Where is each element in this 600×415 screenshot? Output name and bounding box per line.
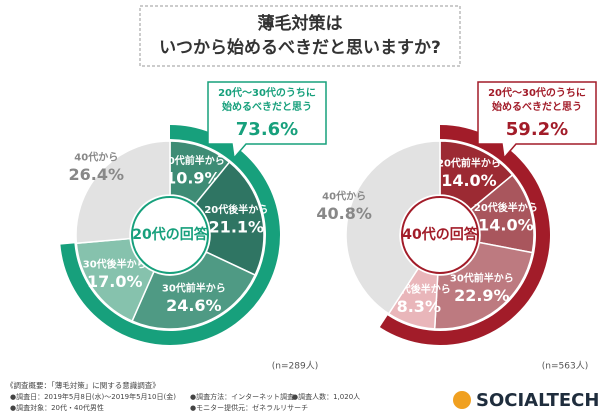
segment-label: 20代後半から bbox=[204, 203, 268, 216]
center-label: 20代の回答 bbox=[132, 226, 208, 243]
footer-heading: 《調査概要：「薄毛対策」に関する意識調査》 bbox=[6, 380, 160, 390]
segment-value: 22.9% bbox=[454, 286, 510, 305]
pie-segment bbox=[75, 140, 171, 245]
center-label: 40代の回答 bbox=[402, 226, 478, 243]
segment-value: 40.8% bbox=[316, 204, 372, 223]
segment-value: 21.1% bbox=[209, 217, 265, 236]
callout-value: 73.6% bbox=[236, 119, 298, 140]
sample-note: (n=289人) bbox=[272, 361, 318, 372]
callout-text: 始めるべきだと思う bbox=[222, 100, 312, 113]
segment-label: 40代から bbox=[322, 189, 366, 202]
footer-item: ●調査日：2019年5月8日(水)～2019年5月10日(金) bbox=[10, 392, 176, 401]
pie-segment bbox=[131, 251, 257, 330]
segment-label: 30代前半から bbox=[162, 282, 226, 295]
callout-text: 20代〜30代のうちに bbox=[218, 86, 316, 99]
segment-label: 20代前半から bbox=[437, 156, 501, 169]
callout-text: 始めるべきだと思う bbox=[492, 100, 582, 113]
segment-label: 40代から bbox=[74, 150, 118, 163]
callout-box bbox=[207, 81, 327, 160]
footer-item: ●調査対象：20代・40代男性 bbox=[10, 403, 104, 412]
segment-value: 26.4% bbox=[68, 165, 124, 184]
segment-label: 20代前半から bbox=[161, 154, 225, 167]
callout-box bbox=[477, 81, 597, 160]
segment-value: 8.3% bbox=[397, 297, 441, 316]
callout-value: 59.2% bbox=[506, 119, 568, 140]
pie-segment bbox=[345, 140, 441, 315]
pie-segment bbox=[194, 161, 265, 277]
logo: SOCIALTECH bbox=[476, 390, 599, 411]
segment-label: 30代後半から bbox=[83, 258, 147, 271]
segment-value: 24.6% bbox=[166, 296, 222, 315]
segment-value: 14.0% bbox=[478, 216, 534, 235]
pie-segment bbox=[433, 241, 534, 330]
logo-icon bbox=[453, 391, 471, 409]
title-box bbox=[139, 5, 461, 67]
segment-value: 14.0% bbox=[441, 171, 497, 190]
center-circle bbox=[401, 196, 479, 274]
segment-value: 17.0% bbox=[87, 272, 143, 291]
footer-item: ●調査方法：インターネット調査 bbox=[190, 392, 294, 401]
title: 薄毛対策は bbox=[258, 13, 343, 34]
sample-note: (n=563人) bbox=[542, 361, 588, 372]
title: いつから始めるべきだと思いますか? bbox=[159, 37, 441, 58]
segment-label: 30代前半から bbox=[450, 272, 514, 285]
callout-text: 20代〜30代のうちに bbox=[488, 86, 586, 99]
footer-item: ●モニター提供元：ゼネラルリサーチ bbox=[190, 403, 308, 412]
footer-item: ●調査人数：1,020人 bbox=[292, 392, 360, 401]
segment-label: 20代後半から bbox=[474, 201, 538, 214]
highlight-arc bbox=[379, 125, 550, 345]
center-circle bbox=[131, 196, 209, 274]
segment-value: 10.9% bbox=[165, 168, 221, 187]
